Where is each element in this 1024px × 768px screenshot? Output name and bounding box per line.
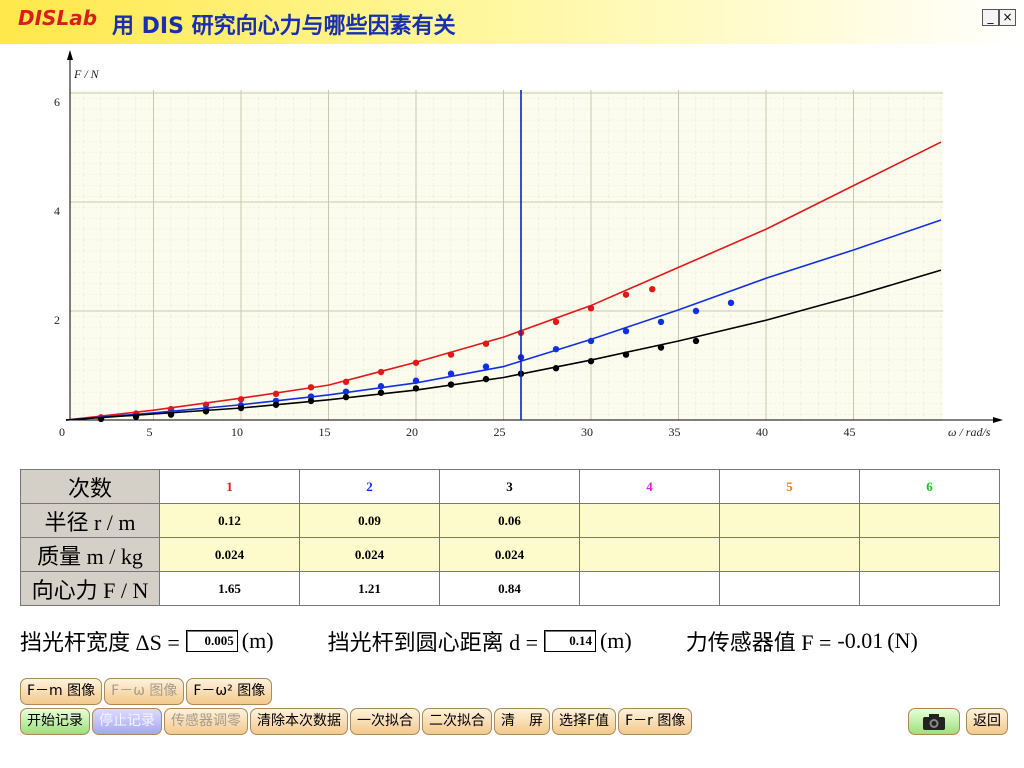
data-point: [447, 370, 455, 377]
x-tick-label: 10: [231, 425, 243, 439]
data-point: [727, 299, 735, 307]
button[interactable]: 二次拟合: [422, 708, 492, 735]
table-cell: 0.12: [159, 503, 300, 538]
button[interactable]: F－r 图像: [618, 708, 693, 735]
y-axis-label: F / N: [73, 67, 100, 81]
minimize-button[interactable]: _: [982, 9, 999, 26]
button[interactable]: 选择F值: [552, 708, 617, 735]
button: 停止记录: [92, 708, 162, 735]
y-axis-arrow: [67, 50, 73, 60]
row-header: 次数: [20, 469, 160, 504]
x-tick-label: 35: [669, 425, 681, 439]
camera-button[interactable]: [908, 708, 960, 735]
x-tick-label: 20: [406, 425, 418, 439]
column-header: 6: [859, 469, 1000, 504]
data-point: [622, 327, 630, 335]
table-cell: [579, 571, 720, 606]
data-point: [649, 286, 656, 293]
table-cell: [579, 537, 720, 572]
x-tick-label: 25: [494, 425, 506, 439]
x-tick-label: 5: [147, 425, 153, 439]
data-point: [622, 291, 630, 298]
input-row: 挡光杆宽度 ΔS = 0.005 (m) 挡光杆到圆心距离 d = 0.14 (m) 力传感…: [20, 624, 972, 658]
table-cell: 0.06: [439, 503, 580, 538]
chart: 0 5 10 15 20 25 30 35 40 45 2 4 6 F / N ω / rad/s: [54, 50, 1003, 439]
button[interactable]: 一次拟合: [350, 708, 420, 735]
button[interactable]: 清除本次数据: [250, 708, 348, 735]
table-cell: [719, 571, 860, 606]
table-cell: 0.024: [299, 537, 440, 572]
camera-icon: [923, 714, 945, 730]
data-point: [692, 307, 700, 315]
x-tick-label: 15: [319, 425, 331, 439]
column-header: 1: [159, 469, 300, 504]
minor-grid: [70, 90, 943, 420]
column-header: 5: [719, 469, 860, 504]
column-header: 4: [579, 469, 720, 504]
table-cell: 0.09: [299, 503, 440, 538]
data-point: [692, 337, 700, 345]
data-point: [552, 318, 560, 326]
x-axis-arrow: [993, 417, 1003, 423]
table-cell: 1.21: [299, 571, 440, 606]
input-unit: (N): [887, 628, 918, 653]
input-label: 挡光杆到圆心距离 d =: [327, 630, 538, 655]
button[interactable]: 开始记录: [20, 708, 90, 735]
table-cell: [859, 503, 1000, 538]
input-label: 力传感器值 F =: [685, 630, 832, 655]
x-tick-label: 40: [756, 425, 768, 439]
fit-curve: [65, 141, 942, 421]
x-tick-label: 0: [59, 425, 65, 439]
input-label: 挡光杆宽度 ΔS =: [20, 630, 180, 655]
button: 传感器调零: [164, 708, 248, 735]
column-header: 2: [299, 469, 440, 504]
y-tick-label: 6: [54, 95, 60, 109]
sensor-value: -0.01: [837, 628, 884, 653]
logo: DISLab: [18, 6, 98, 30]
input-unit: (m): [241, 628, 274, 653]
button[interactable]: F－ω² 图像: [186, 678, 273, 705]
input-unit: (m): [599, 628, 632, 653]
y-tick-label: 4: [54, 204, 60, 218]
window-title: 用 DIS 研究向心力与哪些因素有关: [112, 14, 456, 39]
table-row: 半径 r / m 0.12 0.09 0.06: [20, 503, 1000, 538]
table-row: 质量 m / kg 0.024 0.024 0.024: [20, 537, 1000, 572]
table-cell: [719, 503, 860, 538]
column-header: 3: [439, 469, 580, 504]
data-point: [482, 363, 490, 370]
input-field[interactable]: 0.14: [543, 630, 596, 652]
fit-curve: [65, 219, 942, 421]
table-cell: [859, 571, 1000, 606]
button[interactable]: F－m 图像: [20, 678, 103, 705]
data-point: [657, 318, 665, 326]
table-cell: [719, 537, 860, 572]
fit-curve: [65, 269, 942, 421]
row-header: 半径 r / m: [20, 503, 160, 538]
button-row: 开始记录 停止记录 传感器调零 清除本次数据 一次拟合 二次拟合清 屏选择F值 F－r 图像…: [20, 708, 1010, 735]
table-cell: [579, 503, 720, 538]
x-tick-label: 30: [581, 425, 593, 439]
table-cell: 0.84: [439, 571, 580, 606]
data-table: 次数 1 2 3 4 5 6 半径 r / m 0.12 0.09 0.06 质量 m / kg 0.0…: [20, 469, 1000, 606]
table-cell: 1.65: [159, 571, 300, 606]
table-row: 向心力 F / N 1.65 1.21 0.84: [20, 571, 1000, 606]
close-button[interactable]: ×: [999, 9, 1016, 26]
row-header: 向心力 F / N: [20, 571, 160, 606]
table-cell: 0.024: [159, 537, 300, 572]
y-tick-label: 2: [54, 313, 60, 327]
title-bar: DISLab 用 DIS 研究向心力与哪些因素有关 _ ×: [0, 0, 1024, 44]
button: F－ω 图像: [104, 678, 185, 705]
table-cell: 0.024: [439, 537, 580, 572]
x-axis-label: ω / rad/s: [948, 425, 991, 439]
back-button[interactable]: 返回: [966, 708, 1008, 735]
x-tick-label: 45: [844, 425, 856, 439]
button-row: F－m 图像 F－ω 图像 F－ω² 图像: [20, 678, 274, 705]
table-cell: [859, 537, 1000, 572]
table-row: 次数 1 2 3 4 5 6: [20, 469, 1000, 504]
button[interactable]: 清 屏: [494, 708, 550, 735]
input-field[interactable]: 0.005: [185, 630, 238, 652]
row-header: 质量 m / kg: [20, 537, 160, 572]
